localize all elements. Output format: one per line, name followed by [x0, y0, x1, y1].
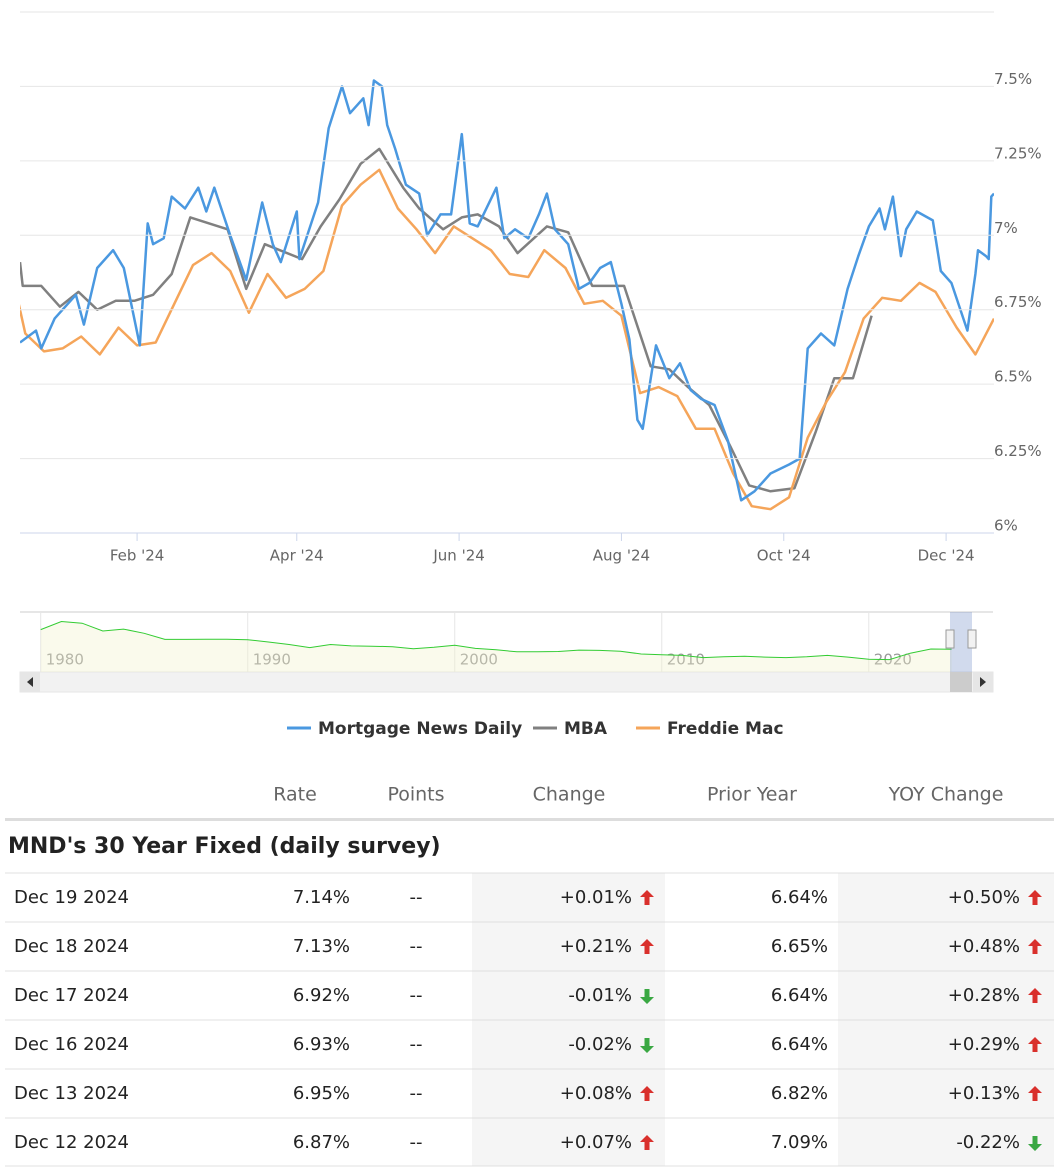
table-cell: 6.92% — [293, 985, 350, 1006]
navigator-area — [40, 621, 952, 672]
x-tick-label: Oct '24 — [757, 547, 811, 565]
arrow-down — [640, 989, 654, 1004]
table-cell: +0.07% — [560, 1132, 632, 1153]
section-title: MND's 30 Year Fixed (daily survey) — [8, 834, 441, 859]
table-cell: -0.02% — [568, 1034, 632, 1055]
series-line — [20, 147, 873, 493]
table-cell: Dec 12 2024 — [14, 1132, 129, 1153]
column-header: Points — [387, 784, 444, 806]
column-header: YOY Change — [888, 784, 1004, 806]
legend-label: Freddie Mac — [667, 719, 784, 739]
table-cell: 7.13% — [293, 936, 350, 957]
navigator-tick-label: 2000 — [460, 651, 498, 669]
navigator-handle[interactable] — [967, 629, 977, 649]
legend-label: MBA — [564, 719, 608, 739]
table-cell: +0.13% — [948, 1083, 1020, 1104]
table-cell: -- — [410, 936, 423, 957]
table-cell: -- — [410, 985, 423, 1006]
table-cell: Dec 17 2024 — [14, 985, 129, 1006]
scroll-left-arrow — [27, 677, 33, 687]
legend-label: Mortgage News Daily — [318, 719, 522, 739]
series-line — [20, 168, 994, 511]
x-tick-label: Feb '24 — [110, 547, 165, 565]
table-cell: 6.64% — [771, 1034, 828, 1055]
scroll-right-arrow — [980, 677, 986, 687]
table-cell: 7.14% — [293, 887, 350, 908]
arrow-up — [1028, 988, 1042, 1003]
table-cell: Dec 13 2024 — [14, 1083, 129, 1104]
y-tick-label: 6% — [994, 517, 1018, 535]
arrow-up — [1028, 890, 1042, 905]
column-header: Prior Year — [707, 784, 797, 806]
table-cell: Dec 19 2024 — [14, 887, 129, 908]
table-cell: -0.01% — [568, 985, 632, 1006]
arrow-up — [1028, 1037, 1042, 1052]
y-tick-label: 7.25% — [994, 144, 1042, 162]
table-cell: 6.82% — [771, 1083, 828, 1104]
arrow-up — [640, 1086, 654, 1101]
table-cell: -- — [410, 1132, 423, 1153]
table-cell: 6.87% — [293, 1132, 350, 1153]
x-tick-label: Jun '24 — [432, 547, 484, 565]
x-tick-label: Aug '24 — [593, 547, 650, 565]
section-border — [5, 818, 1054, 821]
table-cell: +0.28% — [948, 985, 1020, 1006]
table-cell: -- — [410, 1083, 423, 1104]
scroll-thumb[interactable] — [950, 672, 972, 692]
navigator-bg — [20, 612, 993, 672]
arrow-up — [1028, 1086, 1042, 1101]
column-header: Rate — [273, 784, 317, 806]
arrow-up — [640, 1135, 654, 1150]
plot — [20, 79, 994, 511]
navigator-handle[interactable] — [945, 629, 955, 649]
table-cell: -- — [410, 1034, 423, 1055]
navigator-tick-label: 2020 — [874, 651, 912, 669]
series-line — [20, 79, 994, 502]
y-tick-label: 6.5% — [994, 368, 1032, 386]
arrow-down — [1028, 1136, 1042, 1151]
table-cell: Dec 18 2024 — [14, 936, 129, 957]
y-tick-label: 6.75% — [994, 293, 1042, 311]
table-cell: Dec 16 2024 — [14, 1034, 129, 1055]
navigator-tick-label: 1990 — [253, 651, 291, 669]
arrow-up — [640, 939, 654, 954]
table-cell: +0.08% — [560, 1083, 632, 1104]
arrow-up — [1028, 939, 1042, 954]
scrollbar[interactable] — [19, 671, 994, 693]
column-header: Change — [533, 784, 606, 806]
table-cell: 6.95% — [293, 1083, 350, 1104]
x-tick-label: Dec '24 — [918, 547, 975, 565]
navigator-line — [40, 620, 952, 661]
table-cell: +0.50% — [948, 887, 1020, 908]
table-cell: 7.09% — [771, 1132, 828, 1153]
y-tick-label: 7.5% — [994, 70, 1032, 88]
navigator-selection[interactable] — [950, 612, 972, 672]
table-cell: +0.29% — [948, 1034, 1020, 1055]
table-cell: 6.64% — [771, 887, 828, 908]
arrow-down — [640, 1038, 654, 1053]
navigator-tick-label: 1980 — [46, 651, 84, 669]
arrow-up — [640, 890, 654, 905]
x-tick-label: Apr '24 — [270, 547, 324, 565]
table-cell: 6.93% — [293, 1034, 350, 1055]
table-cell: 6.65% — [771, 936, 828, 957]
y-tick-label: 7% — [994, 219, 1018, 237]
table-cell: +0.48% — [948, 936, 1020, 957]
table-cell: +0.21% — [560, 936, 632, 957]
table-cell: -0.22% — [956, 1132, 1020, 1153]
table-cell: -- — [410, 887, 423, 908]
table-cell: 6.64% — [771, 985, 828, 1006]
y-tick-label: 6.25% — [994, 442, 1042, 460]
table-cell: +0.01% — [560, 887, 632, 908]
